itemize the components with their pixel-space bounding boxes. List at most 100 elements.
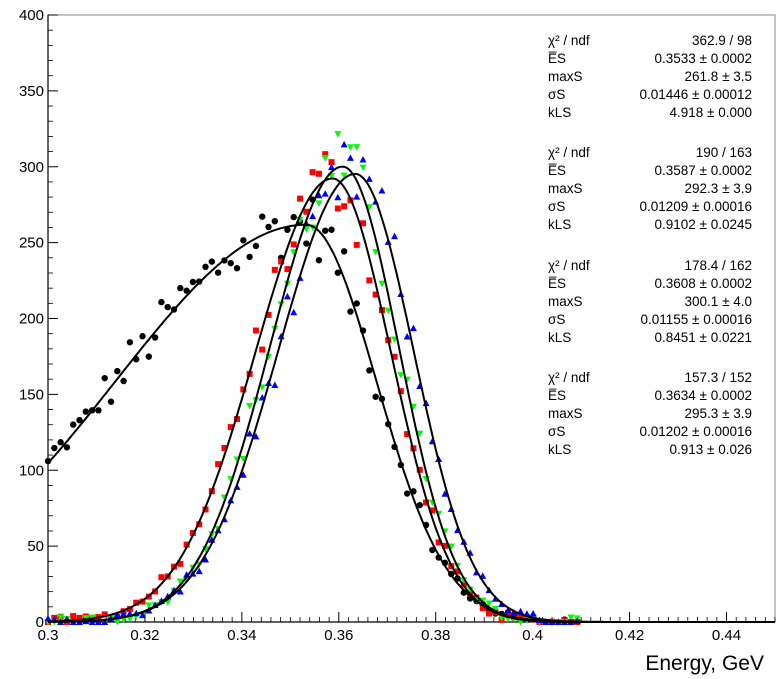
data-point xyxy=(164,303,171,311)
stat-value: 0.01155 ± 0.00016 xyxy=(640,312,752,327)
data-point xyxy=(240,237,247,244)
stat-value: 261.8 ± 3.5 xyxy=(685,69,752,84)
data-point xyxy=(353,193,361,200)
data-point xyxy=(359,155,367,163)
data-point xyxy=(151,334,159,341)
data-point xyxy=(328,226,335,233)
data-point xyxy=(334,193,342,201)
stat-label: χ² / ndf xyxy=(548,33,590,48)
data-point xyxy=(183,541,190,548)
y-tick-label: 100 xyxy=(19,462,44,479)
data-point xyxy=(196,521,203,528)
data-point xyxy=(271,266,278,273)
data-point xyxy=(177,284,184,292)
y-tick-label: 350 xyxy=(19,83,44,100)
y-tick-label: 150 xyxy=(19,386,44,403)
data-point xyxy=(384,307,392,315)
data-point xyxy=(113,611,121,619)
data-point xyxy=(70,421,77,428)
stat-label: maxS xyxy=(548,181,583,196)
data-point xyxy=(57,439,64,446)
data-point xyxy=(126,606,133,613)
data-point xyxy=(234,416,241,423)
data-point xyxy=(139,611,147,619)
stat-value: 4.918 ± 0.000 xyxy=(670,105,752,120)
data-point xyxy=(340,172,348,180)
data-point xyxy=(101,611,108,618)
data-point xyxy=(334,205,341,212)
data-point xyxy=(347,308,354,315)
data-point xyxy=(139,333,146,340)
stat-label: kLS xyxy=(548,105,571,120)
x-axis-label: Energy, GeV xyxy=(645,652,764,675)
data-point xyxy=(353,300,360,307)
data-point xyxy=(365,204,373,211)
data-point xyxy=(120,610,128,618)
data-point xyxy=(353,144,361,151)
stat-label: maxS xyxy=(548,69,583,84)
stat-label: σS xyxy=(548,199,565,214)
data-point xyxy=(429,507,436,514)
data-point xyxy=(101,618,109,625)
data-point xyxy=(189,529,196,536)
stat-value: 0.01446 ± 0.00012 xyxy=(639,87,752,102)
data-point xyxy=(126,339,134,346)
data-point xyxy=(466,586,474,594)
x-tick-label: 0.36 xyxy=(324,627,353,644)
stat-label: E̅S xyxy=(548,276,566,291)
data-point xyxy=(233,265,241,272)
data-point xyxy=(303,208,310,215)
data-point xyxy=(246,253,253,261)
stat-value: 0.3634 ± 0.0002 xyxy=(655,388,753,403)
data-point xyxy=(441,490,449,497)
y-tick-label: 300 xyxy=(19,159,44,176)
data-point xyxy=(328,163,336,171)
data-point xyxy=(353,241,360,248)
data-point xyxy=(510,609,518,616)
data-point xyxy=(246,402,254,410)
data-point xyxy=(334,269,342,276)
data-point xyxy=(215,461,222,468)
data-point xyxy=(460,577,468,584)
x-tick-label: 0.4 xyxy=(522,627,543,644)
data-point xyxy=(278,258,285,265)
y-axis: 0 50 100 150 200 250 300 350 400 xyxy=(19,7,58,631)
data-point xyxy=(246,430,254,437)
stat-label: maxS xyxy=(548,294,583,309)
stat-label: maxS xyxy=(548,406,583,421)
data-point xyxy=(372,291,379,298)
data-point xyxy=(334,131,342,138)
data-point xyxy=(265,311,272,318)
data-point xyxy=(145,353,153,360)
stat-label: E̅S xyxy=(548,388,566,403)
data-point xyxy=(315,170,322,177)
data-point xyxy=(271,217,279,225)
data-point xyxy=(70,613,77,620)
data-point xyxy=(208,258,216,265)
data-point xyxy=(120,377,127,385)
data-point xyxy=(404,431,411,438)
data-point xyxy=(366,277,373,284)
data-point xyxy=(94,618,102,625)
stat-value: 0.8451 ± 0.0221 xyxy=(655,330,753,345)
data-point xyxy=(76,416,83,424)
x-tick-label: 0.32 xyxy=(130,627,159,644)
stat-label: χ² / ndf xyxy=(548,145,590,160)
data-point xyxy=(95,407,102,414)
data-point xyxy=(416,501,423,509)
data-point xyxy=(284,266,291,273)
stat-value: 0.9102 ± 0.0245 xyxy=(655,217,753,232)
stats-boxes: χ² / ndf 362.9 / 98 E̅S 0.3533 ± 0.0002 maxS… xyxy=(548,33,752,457)
data-point xyxy=(284,226,291,234)
data-point xyxy=(403,490,411,497)
data-point xyxy=(441,542,448,549)
data-point xyxy=(315,191,323,199)
data-point xyxy=(290,241,297,248)
stat-label: χ² / ndf xyxy=(548,370,590,385)
x-tick-label: 0.38 xyxy=(421,627,450,644)
stat-label: kLS xyxy=(548,330,571,345)
x-tick-label: 0.44 xyxy=(712,627,741,644)
data-point xyxy=(346,144,354,151)
stat-label: kLS xyxy=(548,217,571,232)
stat-value: 0.01209 ± 0.00016 xyxy=(639,199,752,214)
